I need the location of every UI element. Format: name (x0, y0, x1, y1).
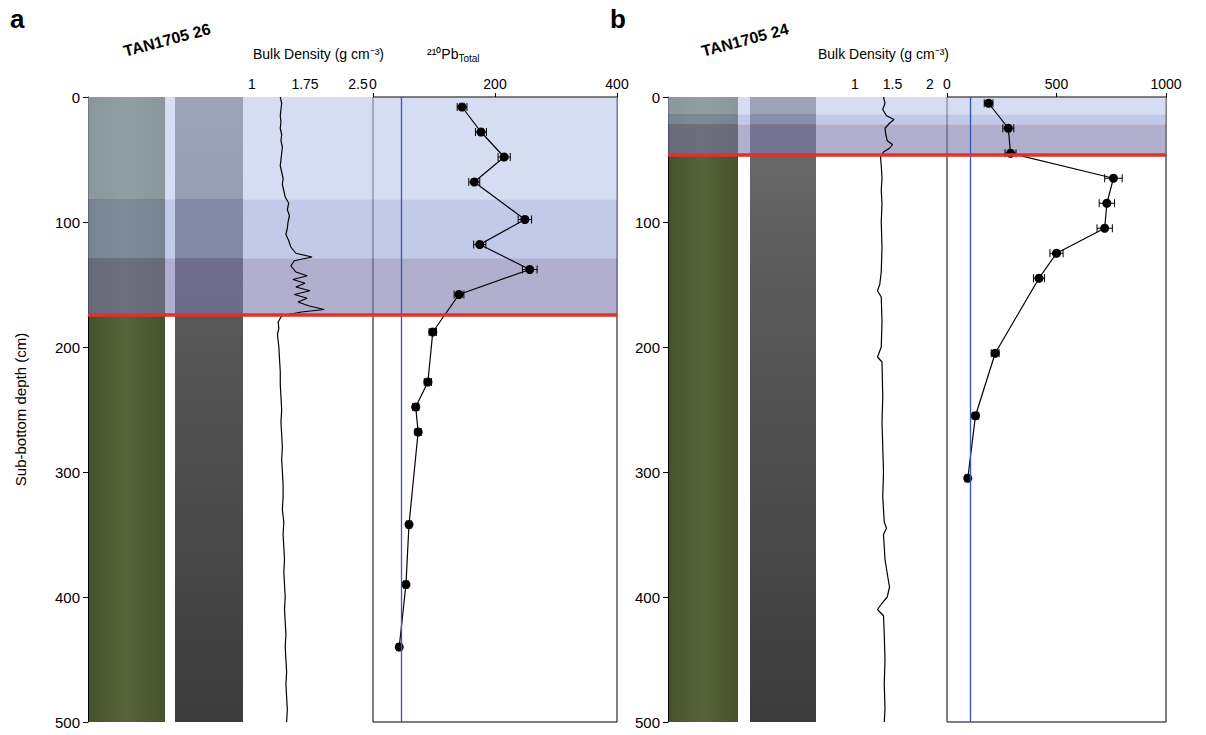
svg-text:2: 2 (926, 76, 934, 92)
svg-text:300: 300 (55, 464, 80, 481)
svg-text:Bulk Density (g cm⁻³): Bulk Density (g cm⁻³) (253, 46, 384, 62)
svg-text:200: 200 (55, 339, 80, 356)
svg-text:0: 0 (943, 76, 951, 92)
svg-text:0: 0 (72, 89, 80, 106)
svg-text:Bulk Density (g cm⁻³): Bulk Density (g cm⁻³) (818, 46, 949, 62)
svg-text:400: 400 (635, 589, 660, 606)
svg-text:300: 300 (635, 464, 660, 481)
svg-text:TAN1705 24: TAN1705 24 (700, 20, 791, 59)
svg-text:100: 100 (55, 214, 80, 231)
svg-text:500: 500 (1045, 76, 1069, 92)
svg-text:0: 0 (652, 89, 660, 106)
svg-text:TAN1705 26: TAN1705 26 (122, 20, 213, 59)
svg-text:1.5: 1.5 (883, 76, 903, 92)
svg-text:b: b (610, 4, 626, 34)
svg-text:1.75: 1.75 (291, 76, 318, 92)
svg-text:500: 500 (55, 714, 80, 731)
svg-text:500: 500 (635, 714, 660, 731)
svg-text:1: 1 (248, 76, 256, 92)
svg-text:400: 400 (55, 589, 80, 606)
svg-text:200: 200 (635, 339, 660, 356)
svg-text:1: 1 (851, 76, 859, 92)
svg-text:Sub-bottom depth (cm): Sub-bottom depth (cm) (12, 333, 29, 486)
svg-text:200: 200 (483, 76, 507, 92)
svg-text:Total: Total (458, 53, 479, 64)
svg-text:0: 0 (369, 76, 377, 92)
svg-text:100: 100 (635, 214, 660, 231)
svg-text:a: a (10, 4, 25, 34)
svg-text:2.5: 2.5 (348, 76, 368, 92)
svg-text:1000: 1000 (1150, 76, 1181, 92)
svg-text:400: 400 (605, 76, 629, 92)
svg-text:²¹⁰Pb: ²¹⁰Pb (427, 46, 459, 62)
